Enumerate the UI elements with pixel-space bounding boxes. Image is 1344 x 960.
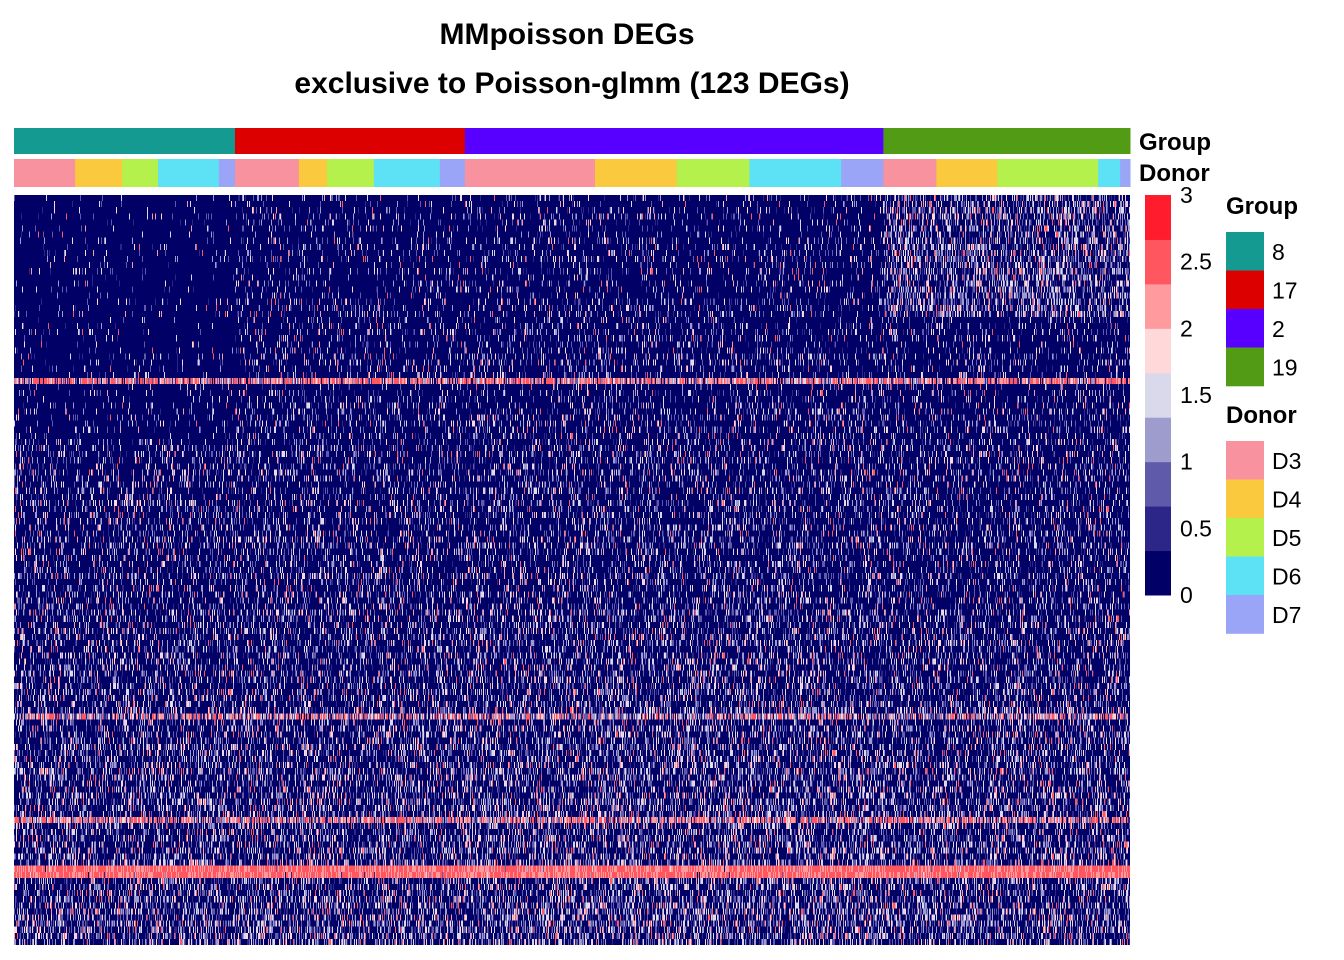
- group-legend-swatch-8: [1226, 232, 1264, 271]
- donor-legend-label-D6: D6: [1272, 564, 1301, 590]
- group-annotation-label: Group: [1139, 129, 1211, 156]
- donor-segment-8-D5: [122, 159, 159, 187]
- color-scale-tick-label: 1.5: [1180, 382, 1212, 408]
- donor-segment-2-D3: [464, 159, 596, 187]
- donor-legend-swatch-D7: [1226, 595, 1264, 634]
- donor-segment-8-D3: [14, 159, 76, 187]
- donor-legend-swatch-D5: [1226, 518, 1264, 557]
- donor-legend-title: Donor: [1226, 402, 1297, 429]
- donor-segment-2-D4: [595, 159, 678, 187]
- group-legend-label-8: 8: [1272, 239, 1285, 265]
- donor-legend-swatch-D3: [1226, 441, 1264, 480]
- donor-segment-2-D5: [676, 159, 750, 187]
- group-segment-8: [14, 128, 236, 154]
- donor-segment-19-D6: [1098, 159, 1121, 187]
- donor-annotation-label: Donor: [1139, 160, 1210, 187]
- group-legend-title: Group: [1226, 193, 1298, 220]
- group-segment-19: [883, 128, 1131, 154]
- donor-segment-17-D6: [373, 159, 441, 187]
- color-scale-tick-label: 0.5: [1180, 515, 1212, 541]
- color-scale-step: [1145, 372, 1171, 418]
- group-segment-17: [234, 128, 466, 154]
- group-legend: Group 8 17 2 19: [1226, 193, 1298, 387]
- donor-segment-17-D7: [439, 159, 466, 187]
- donor-segment-19-D7: [1120, 159, 1131, 187]
- color-scale-tick-label: 1: [1180, 449, 1193, 475]
- donor-segment-17-D3: [234, 159, 300, 187]
- donor-segment-19-D3: [883, 159, 937, 187]
- donor-legend: Donor D3 D4 D5 D6 D7: [1226, 402, 1302, 634]
- color-scale-tick-label: 3: [1180, 182, 1193, 208]
- color-scale-step: [1145, 461, 1171, 507]
- color-scale-tick-label: 2: [1180, 315, 1193, 341]
- group-segment-2: [464, 128, 884, 154]
- donor-segment-19-D4: [936, 159, 998, 187]
- group-legend-label-17: 17: [1272, 278, 1298, 304]
- donor-legend-label-D3: D3: [1272, 448, 1301, 474]
- color-scale-tick-label: 2.5: [1180, 249, 1212, 275]
- donor-segment-17-D4: [298, 159, 328, 187]
- color-scale-step: [1145, 417, 1171, 463]
- group-legend-swatch-17: [1226, 270, 1264, 310]
- color-scale-legend: 3 2.5 2 1.5 1 0.5 0: [1145, 182, 1212, 608]
- group-legend-swatch-2: [1226, 309, 1264, 348]
- donor-segment-2-D6: [749, 159, 842, 187]
- donor-annotation-bar: [14, 159, 1131, 187]
- donor-legend-swatch-D4: [1226, 479, 1264, 519]
- heatmap-body: [14, 195, 1130, 945]
- chart-subtitle: exclusive to Poisson-glmm (123 DEGs): [294, 67, 849, 100]
- color-scale-step: [1145, 328, 1171, 374]
- donor-segment-2-D7: [841, 159, 884, 187]
- donor-segment-17-D5: [326, 159, 375, 187]
- donor-segment-8-D4: [75, 159, 123, 187]
- donor-segment-8-D6: [158, 159, 220, 187]
- color-scale-tick-label: 0: [1180, 582, 1193, 608]
- color-scale-step: [1145, 506, 1171, 552]
- donor-legend-label-D7: D7: [1272, 602, 1301, 628]
- group-legend-label-19: 19: [1272, 355, 1298, 381]
- group-legend-swatch-19: [1226, 347, 1264, 387]
- donor-legend-label-D5: D5: [1272, 525, 1301, 551]
- color-scale-step: [1145, 239, 1171, 285]
- donor-legend-swatch-D6: [1226, 556, 1264, 596]
- color-scale-step: [1145, 550, 1171, 596]
- donor-legend-label-D4: D4: [1272, 487, 1302, 513]
- donor-segment-8-D7: [218, 159, 236, 187]
- color-scale-step: [1145, 195, 1171, 240]
- group-legend-label-2: 2: [1272, 316, 1285, 342]
- donor-segment-19-D5: [997, 159, 1099, 187]
- chart-title: MMpoisson DEGs: [439, 18, 694, 51]
- color-scale-step: [1145, 283, 1171, 329]
- group-annotation-bar: [14, 128, 1131, 154]
